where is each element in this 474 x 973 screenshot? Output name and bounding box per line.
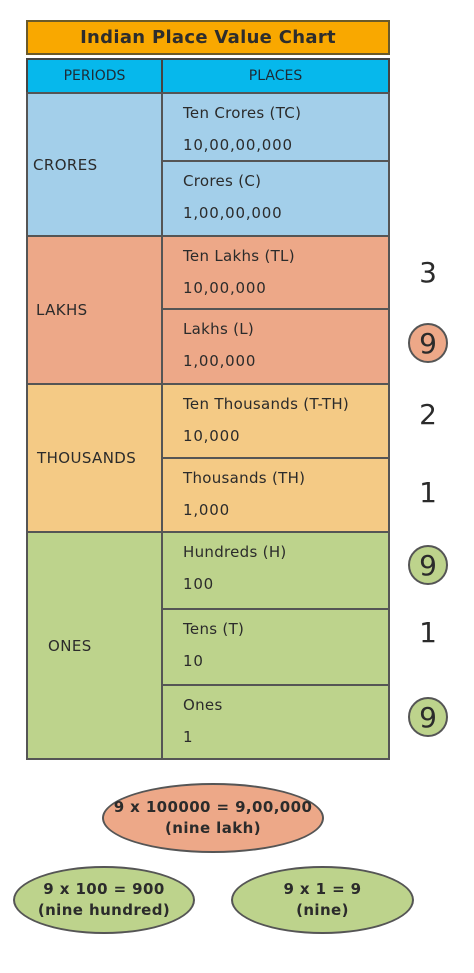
period-label: THOUSANDS <box>37 449 137 467</box>
place-name: Ten Thousands (T-TH) <box>183 395 350 413</box>
place-ten-crores: Ten Crores (TC) 10,00,00,000 <box>161 92 390 162</box>
digit-ones-circled: 9 <box>408 697 448 737</box>
oval-expression: 9 x 100000 = 9,00,000 <box>113 798 313 816</box>
periods-header: PERIODS <box>26 58 163 94</box>
period-ones: ONES <box>26 531 163 760</box>
place-value: 1,00,000 <box>183 352 257 370</box>
digit-ten-thousands: 2 <box>419 397 437 431</box>
period-thousands: THOUSANDS <box>26 383 163 533</box>
place-ten-thousands: Ten Thousands (T-TH) 10,000 <box>161 383 390 459</box>
digit-hundreds-circled: 9 <box>408 545 448 585</box>
place-ones: Ones 1 <box>161 684 390 760</box>
place-value: 10,00,000 <box>183 279 267 297</box>
place-value: 1,000 <box>183 501 230 519</box>
place-ten-lakhs: Ten Lakhs (TL) 10,00,000 <box>161 235 390 310</box>
oval-words: (nine hundred) <box>37 901 171 919</box>
place-name: Ten Crores (TC) <box>183 104 302 122</box>
digit-lakhs-circled: 9 <box>408 323 448 363</box>
digit-ten-lakhs: 3 <box>419 255 437 289</box>
place-value: 1,00,00,000 <box>183 204 283 222</box>
place-hundreds: Hundreds (H) 100 <box>161 531 390 610</box>
place-name: Hundreds (H) <box>183 543 287 561</box>
place-name: Ten Lakhs (TL) <box>183 247 295 265</box>
place-value: 10,00,00,000 <box>183 136 293 154</box>
oval-words: (nine lakh) <box>165 819 261 837</box>
oval-words: (nine) <box>296 901 349 919</box>
period-label: LAKHS <box>36 301 88 319</box>
place-name: Thousands (TH) <box>183 469 306 487</box>
period-crores: CRORES <box>26 92 163 237</box>
digit-thousands: 1 <box>419 475 437 509</box>
place-value: 10 <box>183 652 204 670</box>
place-value: 10,000 <box>183 427 241 445</box>
lakh-explanation-oval: 9 x 100000 = 9,00,000 (nine lakh) <box>102 783 324 853</box>
place-lakhs: Lakhs (L) 1,00,000 <box>161 308 390 385</box>
period-lakhs: LAKHS <box>26 235 163 385</box>
place-name: Crores (C) <box>183 172 262 190</box>
oval-expression: 9 x 100 = 900 <box>43 880 165 898</box>
place-name: Lakhs (L) <box>183 320 255 338</box>
place-value: 1 <box>183 728 194 746</box>
oval-expression: 9 x 1 = 9 <box>283 880 362 898</box>
place-tens: Tens (T) 10 <box>161 608 390 686</box>
digit-tens: 1 <box>419 615 437 649</box>
place-crores: Crores (C) 1,00,00,000 <box>161 160 390 237</box>
period-label: ONES <box>48 636 92 655</box>
chart-title: Indian Place Value Chart <box>26 20 390 55</box>
place-name: Ones <box>183 696 223 714</box>
place-value: 100 <box>183 575 215 593</box>
period-label: CRORES <box>33 155 98 174</box>
place-thousands: Thousands (TH) 1,000 <box>161 457 390 533</box>
one-explanation-oval: 9 x 1 = 9 (nine) <box>231 866 414 934</box>
place-name: Tens (T) <box>183 620 245 638</box>
hundred-explanation-oval: 9 x 100 = 900 (nine hundred) <box>13 866 195 934</box>
places-header: PLACES <box>161 58 390 94</box>
